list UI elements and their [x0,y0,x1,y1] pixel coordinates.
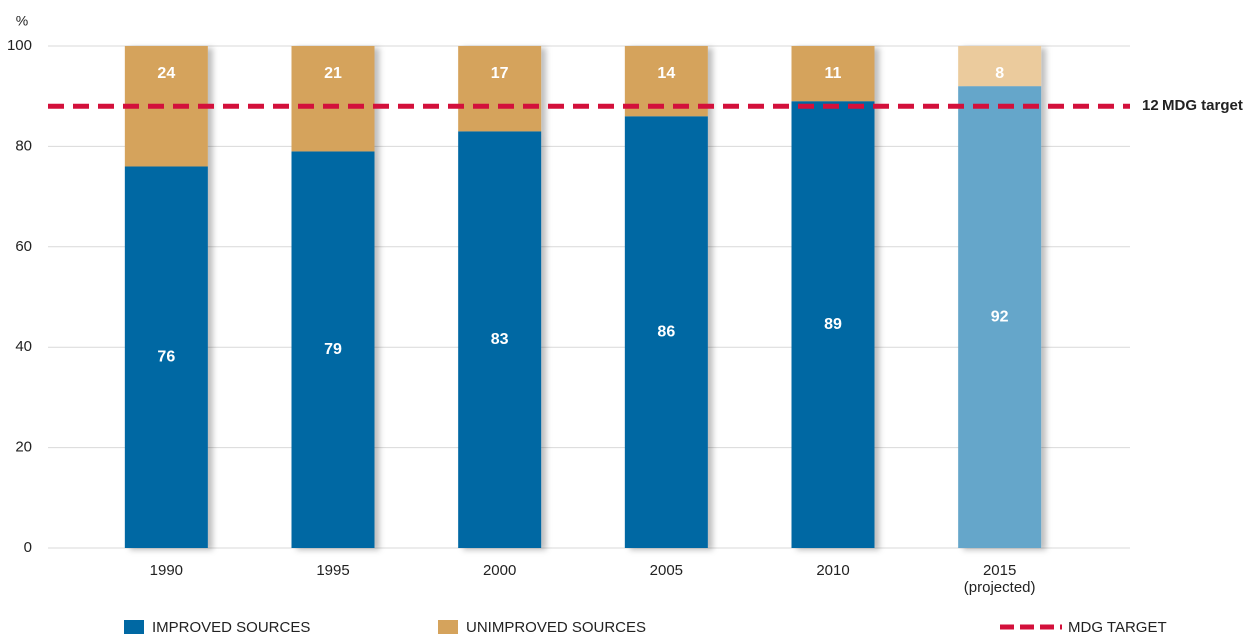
legend-label: UNIMPROVED SOURCES [466,619,646,636]
legend-swatch [124,620,144,634]
value-label: 14 [657,65,675,82]
y-tick-label: 0 [24,539,32,556]
y-tick-label: 60 [15,238,32,255]
value-label: 86 [657,323,675,340]
bar-segment [624,116,708,548]
bar-stack [791,46,875,548]
bar-segment [124,166,208,549]
value-label: 89 [824,316,842,333]
value-label: 83 [491,331,509,348]
bar-stack [124,46,208,549]
value-label: 79 [324,341,342,358]
bar-segment [458,131,542,548]
bar-stack [291,46,375,549]
value-label: 17 [491,65,509,82]
bar-segment [458,46,542,132]
x-tick-label: 2015 (projected) [963,562,1036,596]
bar-segment [791,46,875,102]
x-tick-label: 2000 [482,562,517,579]
legend-swatch [438,620,458,634]
bar-stack [458,46,542,548]
bar-segment [291,151,375,549]
x-tick-label: 1995 [316,562,350,579]
value-label: 21 [324,65,342,82]
bar-stack [624,46,708,548]
value-label: 76 [157,348,175,365]
bar-stack [958,46,1042,548]
x-tick-label: 2010 [816,562,850,579]
target-label: MDG target [1162,97,1243,114]
value-label: 11 [825,65,842,82]
y-tick-label: 40 [15,338,32,355]
bar-segment [291,46,375,152]
x-tick-label: 2005 [649,562,684,579]
y-tick-label: 20 [15,439,32,456]
legend-label: IMPROVED SOURCES [152,619,310,636]
target-gap: 12 [1142,97,1159,114]
legend-label: MDG TARGET [1068,619,1167,636]
x-tick-label: 1990 [149,562,184,579]
value-label: 92 [991,308,1009,325]
y-tick-label: 80 [15,137,32,154]
value-label: 8 [995,65,1004,82]
y-unit: % [16,13,28,29]
bar-segment [958,86,1042,548]
y-tick-label: 100 [7,37,32,54]
bar-segment [958,46,1042,87]
bar-segment [791,101,875,548]
value-label: 24 [157,65,175,82]
